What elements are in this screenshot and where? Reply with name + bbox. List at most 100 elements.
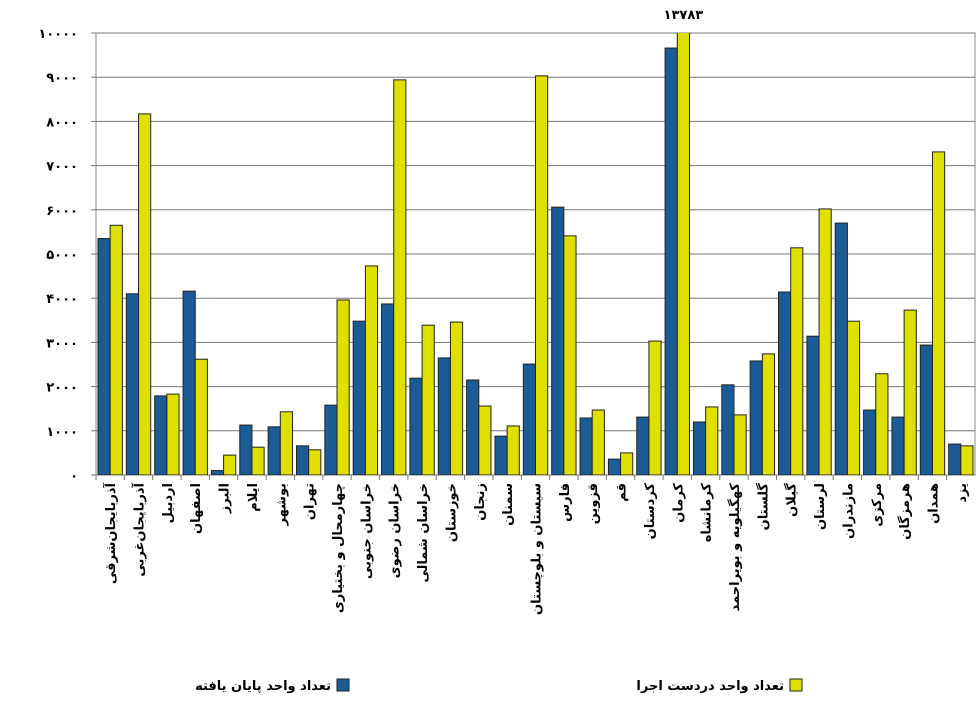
legend-swatch — [336, 678, 350, 692]
bar — [324, 404, 338, 475]
bar — [421, 324, 435, 475]
bar — [948, 443, 962, 475]
bar — [903, 309, 917, 475]
bar — [97, 238, 111, 475]
x-tick-label: یزد — [955, 483, 970, 503]
bar — [749, 360, 763, 475]
bar — [591, 409, 605, 475]
bar — [620, 452, 634, 475]
x-tick-label: آذربایجان‌غربی — [131, 482, 148, 576]
x-tick-label: اصفهان — [189, 483, 204, 534]
bar — [239, 424, 253, 475]
bar — [818, 208, 832, 475]
bar — [194, 358, 208, 475]
bar — [563, 235, 577, 475]
x-tick-label: تهران — [303, 483, 318, 520]
x-tick-label: مرکزی — [870, 483, 885, 527]
x-tick-label: خوزستان — [444, 483, 459, 542]
bar — [846, 320, 861, 475]
x-tick-label: همدان — [926, 483, 941, 524]
x-tick-label: بوشهر — [274, 483, 289, 527]
x-tick-label: زنجان — [473, 483, 488, 521]
x-tick-label: لرستان — [813, 483, 828, 530]
x-tick-label: قزوین — [586, 483, 601, 524]
bar — [692, 421, 707, 475]
bar — [522, 363, 536, 475]
bar — [267, 426, 281, 475]
bar — [109, 224, 123, 475]
y-tick-label: ۴۰۰۰ — [46, 292, 78, 307]
x-tick-label: مازندران — [841, 483, 856, 539]
x-tick-label: خراسان شمالی — [416, 483, 431, 583]
bar — [449, 321, 464, 475]
bar — [733, 414, 747, 475]
x-tick-label: سمنان — [501, 483, 516, 526]
bar — [891, 416, 905, 475]
bar — [551, 206, 565, 475]
x-tick-label: ایلام — [246, 483, 261, 512]
x-tick-label: البرز — [218, 483, 233, 514]
x-tick-label: کرمانشاه — [700, 483, 715, 543]
legend-label: تعداد واحد پایان یافته — [195, 679, 331, 694]
y-tick-label: ۰ — [70, 469, 78, 484]
bar — [352, 320, 366, 475]
y-tick-label: ۲۰۰۰ — [46, 381, 78, 396]
bar — [138, 113, 152, 475]
bar — [336, 299, 350, 475]
bar — [182, 290, 196, 475]
bar — [478, 405, 492, 475]
y-tick-label: ۹۰۰۰ — [46, 71, 78, 86]
bar — [875, 373, 889, 475]
bar — [664, 47, 678, 475]
bar — [506, 425, 520, 475]
bar — [409, 377, 423, 475]
bar — [535, 75, 549, 475]
bar — [761, 353, 776, 475]
x-tick-label: گلستان — [755, 483, 771, 531]
bar — [381, 303, 395, 475]
x-tick-label: خراسان جنوبی — [359, 483, 374, 579]
bar — [466, 379, 480, 475]
y-tick-label: ۶۰۰۰ — [46, 204, 78, 219]
y-tick-label: ۱۰۰۰ — [46, 425, 78, 440]
x-tick-label: چهارمحال و بختیاری — [331, 483, 346, 613]
x-tick-label: اردبیل — [161, 483, 176, 523]
bar — [648, 340, 662, 475]
bar — [579, 417, 593, 475]
bar — [308, 449, 322, 475]
x-tick-label: کرمان — [671, 483, 686, 523]
y-tick-label: ۵۰۰۰ — [46, 248, 78, 263]
bar — [125, 293, 140, 475]
x-tick-label: هرمزگان — [897, 483, 913, 540]
bar — [790, 247, 804, 475]
bar — [393, 79, 407, 475]
bar — [778, 291, 792, 475]
bar — [210, 470, 225, 475]
bar — [676, 33, 690, 475]
bar — [721, 384, 735, 475]
bar — [919, 344, 933, 475]
bar — [705, 406, 719, 475]
x-tick-label: فارس — [558, 483, 573, 522]
x-tick-label: قم — [615, 483, 630, 502]
bar — [960, 445, 974, 475]
y-tick-label: ۱۰۰۰۰ — [38, 27, 78, 42]
legend-label: تعداد واحد دردست اجرا — [636, 679, 784, 694]
bar — [806, 335, 820, 475]
bar — [154, 395, 168, 475]
bar — [931, 151, 946, 475]
bar — [437, 357, 451, 475]
x-tick-label: سیستان و بلوچستان — [530, 483, 545, 615]
bar — [223, 454, 237, 475]
x-tick-label: کردستان — [643, 483, 658, 540]
bars — [97, 33, 974, 475]
bar — [279, 411, 293, 475]
bar — [295, 445, 310, 475]
data-label: ۱۳۷۸۳ — [664, 8, 704, 23]
x-tick-label: خراسان رضوی — [388, 483, 403, 578]
x-tick-label: کهگیلویه و بویراحمد — [727, 483, 743, 612]
bar — [166, 393, 180, 475]
y-tick-label: ۸۰۰۰ — [46, 115, 78, 130]
bar — [494, 435, 508, 475]
